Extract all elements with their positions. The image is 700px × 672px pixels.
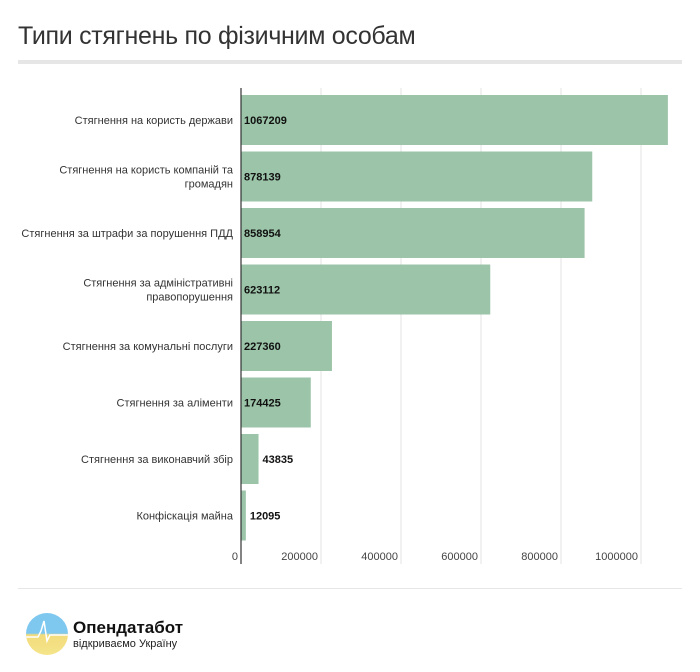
x-tick-label: 1000000 (595, 551, 638, 563)
brand-name: Опендатабот (73, 618, 184, 637)
bar-value-label: 227360 (244, 341, 281, 353)
category-label: Стягнення за адміністративні правопорушен… (83, 278, 233, 304)
chart-title: Типи стягнень по фізичним особам (18, 22, 416, 50)
bar-value-label: 858954 (244, 228, 282, 240)
bar-value-label: 623112 (244, 285, 280, 297)
category-label: Стягнення за комунальні послуги (63, 341, 233, 353)
x-tick-label: 0 (232, 551, 238, 563)
footer-divider (18, 588, 682, 589)
bar-value-label: 1067209 (244, 115, 287, 127)
bar (241, 208, 585, 258)
bar (241, 490, 246, 541)
x-tick-label: 800000 (521, 551, 558, 563)
bar-value-label: 12095 (250, 511, 281, 523)
x-tick-label: 400000 (361, 551, 398, 563)
bar-value-label: 174425 (244, 398, 281, 410)
bar (241, 264, 491, 315)
category-label: Стягнення на користь держави (75, 115, 233, 127)
title-divider (18, 60, 682, 64)
category-label: Стягнення за штрафи за порушення ПДД (21, 228, 233, 240)
bar (241, 151, 593, 202)
category-label: Стягнення за аліменти (117, 398, 233, 410)
bar-value-label: 43835 (263, 454, 294, 466)
category-label: Конфіскація майна (136, 511, 233, 523)
bar (241, 95, 668, 145)
brand-tagline: відкриваємо Україну (73, 638, 178, 650)
bar-value-label: 878139 (244, 172, 281, 184)
bar (241, 321, 332, 371)
category-label: Стягнення на користь компаній та громадян (59, 165, 234, 191)
opendatabot-logo-icon (26, 613, 68, 655)
bar (241, 377, 311, 428)
bar-chart: 0 200000 400000 600000 800000 1000000 1067209 С… (21, 88, 668, 564)
x-tick-label: 200000 (281, 551, 318, 563)
x-tick-label: 600000 (441, 551, 478, 563)
category-label: Стягнення за виконавчий збір (81, 454, 233, 466)
bar (241, 434, 259, 484)
